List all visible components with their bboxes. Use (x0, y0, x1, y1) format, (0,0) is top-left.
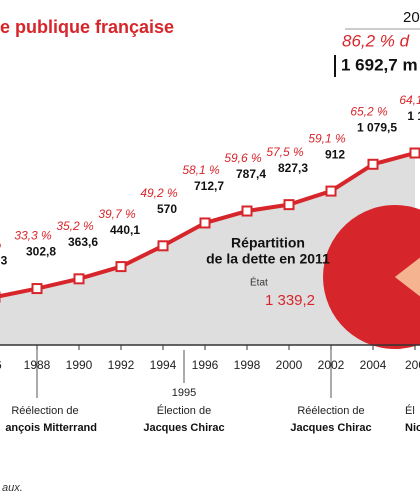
event-label: Él (405, 404, 415, 417)
pie-slice (323, 205, 420, 349)
x-tick-label: 1996 (192, 358, 219, 372)
marker (115, 261, 127, 273)
summary-year: 20 (403, 9, 420, 26)
value-label: 302,8 (26, 245, 56, 259)
marker (199, 217, 211, 229)
value-label: 1 079,5 (357, 120, 397, 134)
value-label: 570 (157, 202, 177, 216)
value-label: 787,4 (236, 167, 266, 181)
summary-ratio: 86,2 % d (342, 31, 410, 50)
area (0, 153, 415, 345)
event-label: Réélection de (297, 405, 364, 417)
ratio-label: 57,5 % (266, 145, 304, 159)
event-label: Jacques Chirac (290, 422, 371, 434)
ratio-label: 33,3 % (14, 229, 52, 243)
x-tick-label: 86 (0, 358, 2, 372)
event-label: Nicol (405, 422, 420, 434)
ratio-label: 59,6 % (224, 151, 262, 165)
value-label: 712,7 (194, 179, 224, 193)
footer: aux. (2, 482, 23, 494)
ratio-label: 64,1 (399, 93, 420, 107)
pie-title: de la dette en 2011 (206, 251, 330, 267)
summary-bar (334, 55, 336, 77)
x-tick-label: 1992 (108, 358, 135, 372)
ratio-label: 35,2 % (56, 219, 94, 233)
x-tick-label: 2004 (360, 358, 387, 372)
summary-amount: 1 692,7 m (341, 55, 418, 74)
ratio-label: 49,2 % (140, 186, 178, 200)
pie-label: État (250, 276, 268, 289)
marker (157, 240, 169, 252)
value-label: 1 15 (407, 109, 420, 123)
title: e publique française (0, 17, 174, 37)
marker (283, 199, 295, 211)
marker (241, 205, 253, 217)
pie-value-label: 1 339,2 (265, 292, 315, 309)
pie-slice (395, 257, 420, 297)
marker (31, 283, 43, 295)
ratio-label: 59,1 % (308, 131, 346, 145)
ratio-label: 65,2 % (350, 104, 388, 118)
x-tick-label: 1994 (150, 358, 177, 372)
ratio-label: 1 % (0, 237, 2, 251)
value-label: 912 (325, 147, 345, 161)
event-label: Réélection de (11, 405, 78, 417)
value-label: 827,3 (278, 161, 308, 175)
event-label: Jacques Chirac (143, 422, 224, 434)
event-label: ançois Mitterrand (5, 422, 97, 434)
x-tick-label: 1998 (234, 358, 261, 372)
value-label: 363,6 (68, 235, 98, 249)
value-label: 9,3 (0, 253, 8, 267)
event-year: 1995 (172, 387, 196, 399)
x-tick-label: 2000 (276, 358, 303, 372)
marker (367, 158, 379, 170)
pie-title: Répartition (231, 235, 305, 251)
x-tick-label: 200 (405, 358, 420, 372)
event-label: Élection de (157, 404, 211, 417)
marker (409, 147, 420, 159)
ratio-label: 39,7 % (98, 207, 136, 221)
ratio-label: 58,1 % (182, 163, 220, 177)
value-label: 440,1 (110, 223, 140, 237)
x-tick-label: 1990 (66, 358, 93, 372)
marker (73, 273, 85, 285)
marker (325, 185, 337, 197)
